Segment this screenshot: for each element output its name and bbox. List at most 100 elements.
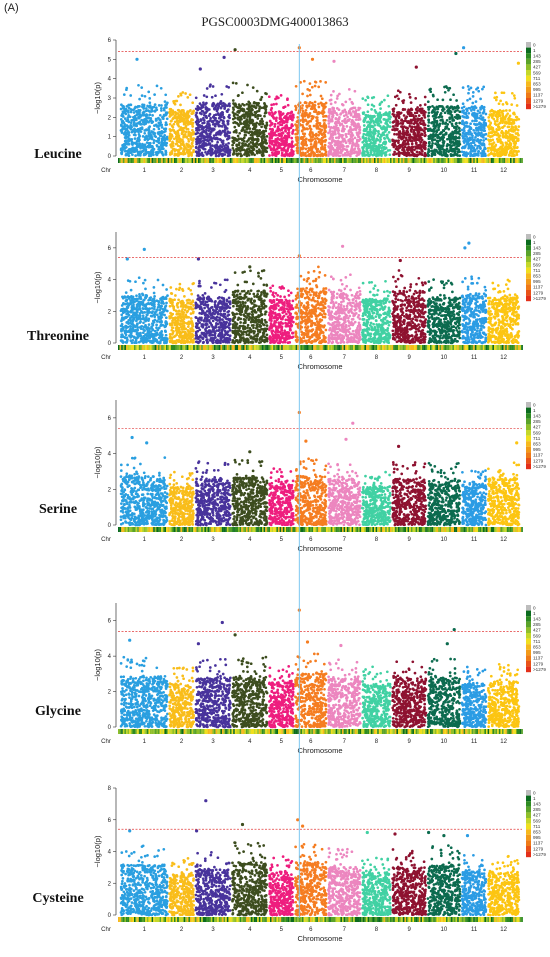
- density-cell: [126, 158, 128, 163]
- snp-point: [270, 122, 273, 126]
- snp-point: [303, 111, 307, 115]
- snp-point: [461, 134, 464, 138]
- density-cell: [150, 158, 152, 163]
- snp-point: [261, 134, 265, 138]
- snp-point: [467, 88, 471, 91]
- snp-point: [489, 121, 492, 125]
- snp-point: [214, 94, 217, 98]
- snp-point: [338, 116, 341, 119]
- snp-point: [152, 127, 156, 131]
- snp-point: [313, 107, 317, 110]
- density-cell: [334, 158, 336, 163]
- snp-point: [380, 146, 383, 150]
- snp-point: [511, 138, 515, 141]
- snp-point: [512, 145, 516, 149]
- density-cell: [353, 158, 355, 163]
- snp-point: [461, 120, 464, 124]
- snp-point: [461, 110, 464, 114]
- snp-point: [155, 153, 159, 157]
- snp-point: [305, 127, 309, 130]
- snp-point: [510, 125, 514, 129]
- density-cell: [284, 158, 287, 163]
- snp-point: [499, 151, 503, 154]
- snp-point: [450, 144, 454, 147]
- snp-point: [202, 94, 206, 97]
- snp-point: [160, 109, 163, 112]
- snp-point: [173, 153, 177, 157]
- snp-point: [197, 152, 201, 155]
- snp-point: [310, 148, 313, 152]
- density-cell: [180, 158, 183, 163]
- snp-point: [316, 147, 320, 151]
- density-cell: [122, 158, 125, 163]
- snp-point: [410, 142, 414, 146]
- snp-point: [487, 116, 491, 119]
- y-tick-label: 1: [108, 135, 112, 141]
- snp-point: [123, 108, 126, 112]
- snp-point: [217, 113, 221, 117]
- snp-point: [355, 140, 359, 143]
- snp-point: [183, 113, 186, 116]
- snp-point: [205, 128, 208, 132]
- density-cell: [303, 158, 306, 163]
- snp-point: [400, 137, 403, 141]
- density-cell: [401, 158, 403, 163]
- snp-point: [508, 139, 511, 143]
- snp-point: [471, 119, 474, 123]
- top-snp-point: [516, 61, 521, 65]
- snp-point: [415, 154, 419, 158]
- snp-point: [423, 143, 427, 147]
- snp-point: [152, 141, 156, 145]
- density-cell: [322, 158, 325, 163]
- chromosome-3-points: [194, 83, 232, 158]
- snp-point: [448, 120, 452, 124]
- snp-point: [290, 124, 294, 127]
- snp-point: [272, 131, 276, 135]
- snp-point: [280, 134, 284, 138]
- snp-point: [382, 151, 386, 155]
- snp-point: [405, 126, 408, 130]
- density-cell: [138, 158, 141, 163]
- snp-point: [246, 112, 250, 116]
- density-cell: [132, 158, 135, 163]
- snp-point: [133, 137, 137, 140]
- snp-point: [245, 130, 249, 134]
- snp-point: [507, 154, 511, 157]
- snp-point: [303, 132, 307, 136]
- snp-point: [320, 141, 323, 144]
- density-cell: [300, 158, 303, 163]
- snp-point: [394, 127, 398, 131]
- snp-point: [211, 123, 215, 126]
- snp-point: [147, 135, 151, 138]
- snp-point: [346, 115, 349, 119]
- snp-point: [329, 125, 333, 129]
- snp-point: [432, 114, 436, 118]
- density-cell: [415, 158, 418, 163]
- snp-point: [268, 154, 271, 157]
- snp-point: [138, 110, 141, 114]
- snp-point: [195, 119, 199, 122]
- snp-point: [223, 106, 227, 109]
- snp-point: [377, 114, 381, 118]
- snp-point: [244, 150, 248, 154]
- snp-point: [391, 139, 395, 143]
- legend-label: 285: [533, 59, 541, 64]
- density-cell: [519, 158, 522, 163]
- snp-point: [161, 153, 165, 157]
- snp-point: [418, 137, 422, 141]
- snp-point: [361, 147, 365, 151]
- snp-point: [209, 83, 212, 87]
- snp-point: [478, 126, 482, 129]
- snp-point: [416, 106, 419, 109]
- snp-point: [162, 135, 166, 139]
- snp-point: [132, 111, 136, 114]
- snp-point: [330, 110, 334, 114]
- density-cell: [247, 158, 250, 163]
- snp-point: [176, 130, 180, 134]
- snp-point: [143, 94, 147, 98]
- snp-point: [383, 136, 386, 140]
- snp-point: [405, 152, 408, 156]
- snp-point: [179, 152, 183, 155]
- snp-point: [329, 118, 333, 122]
